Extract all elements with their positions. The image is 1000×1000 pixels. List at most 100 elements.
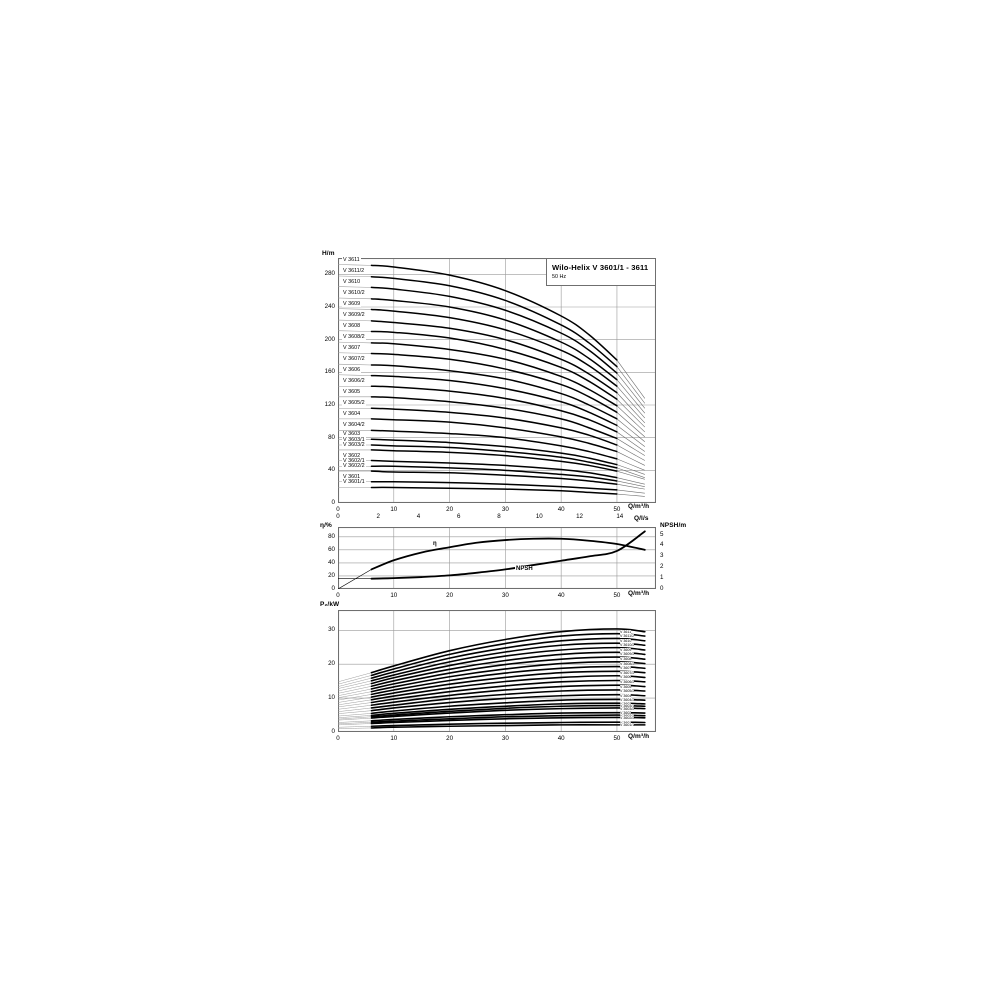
head-x-axis-label: Q/m³/h xyxy=(628,503,650,510)
power-curve-label: V 3605/2 xyxy=(620,688,635,693)
head-x2-tick: 0 xyxy=(336,513,340,520)
power-x-tick: 30 xyxy=(501,735,509,742)
head-curve-label: V 3602/1 xyxy=(342,458,366,465)
power-x-tick: 0 xyxy=(336,735,340,742)
head-x-tick: 30 xyxy=(501,506,509,513)
head-y-tick: 240 xyxy=(324,303,335,310)
eff-x-tick: 0 xyxy=(336,592,340,599)
power-curve-label: V 3606 xyxy=(620,675,632,680)
head-x-tick: 10 xyxy=(390,506,398,513)
power-curve-label: V 3609/2 xyxy=(620,652,635,657)
power-curve-label: V 3603/2 xyxy=(620,706,635,711)
power-x-axis-label: Q/m³/h xyxy=(628,733,650,740)
eff-y-tick: 80 xyxy=(328,532,335,540)
head-x2-tick: 14 xyxy=(616,513,624,520)
power-curve-label: V 3604/2 xyxy=(620,698,635,703)
head-curve-label: V 3604/2 xyxy=(342,422,366,429)
npsh-y2-tick: 2 xyxy=(660,563,664,571)
power-curve-label: V 3607/2 xyxy=(620,670,635,675)
power-x-tick: 50 xyxy=(613,735,621,742)
npsh-y2-tick: 3 xyxy=(660,552,664,560)
head-curve-label: V 3609 xyxy=(342,300,362,307)
head-y-tick: 280 xyxy=(324,270,335,278)
head-curve-label: V 3610 xyxy=(342,278,362,285)
power-curve-label: V 3603/1 xyxy=(620,704,635,709)
eff-y-axis-label: η/% xyxy=(320,522,332,529)
power-curve-label: V 3606/2 xyxy=(620,679,635,684)
power-curve-label: V 3611 xyxy=(620,629,632,634)
power-curve-label: V 3610/2 xyxy=(620,643,635,648)
power-y-tick: 20 xyxy=(328,660,335,668)
power-y-tick: 10 xyxy=(328,694,335,702)
efficiency-curve-label: η xyxy=(432,541,438,547)
title-block: Wilo-Helix V 3601/1 - 3611 50 Hz xyxy=(546,258,656,286)
power-curve-label: V 3604 xyxy=(620,693,632,698)
power-curve-panel xyxy=(338,610,656,732)
head-y-tick: 200 xyxy=(324,335,335,343)
power-y-tick: 30 xyxy=(328,626,335,634)
head-x2-tick: 2 xyxy=(376,513,380,520)
head-curve-label: V 3609/2 xyxy=(342,312,366,319)
npsh-y2-tick: 0 xyxy=(660,585,664,592)
chart-subtitle: 50 Hz xyxy=(552,274,567,280)
npsh-curve-label: NPSH xyxy=(515,566,534,572)
npsh-y2-tick: 4 xyxy=(660,541,664,549)
power-curve-label: V 3608/2 xyxy=(620,661,635,666)
head-curve-label: V 3602/2 xyxy=(342,463,366,470)
head-x2-tick: 12 xyxy=(576,513,583,520)
power-curve-label: V 3607 xyxy=(620,666,632,671)
head-x-tick: 40 xyxy=(557,506,565,513)
head-curve-label: V 3611/2 xyxy=(342,267,366,274)
head-x-tick: 20 xyxy=(446,506,454,513)
head-curve-label: V 3608 xyxy=(342,322,362,329)
head-curve-label: V 3604 xyxy=(342,410,362,417)
head-curve-label: V 3601 xyxy=(342,473,362,480)
power-curve-label: V 3611/2 xyxy=(620,634,635,639)
head-curve-label: V 3608/2 xyxy=(342,334,366,341)
power-y-axis-label: P₂/kW xyxy=(320,601,340,608)
head-y-tick: 40 xyxy=(328,466,335,474)
head-y-tick: 160 xyxy=(324,368,335,376)
power-curve-label: V 3602/2 xyxy=(620,715,635,720)
power-curve-label: V 3605 xyxy=(620,684,632,689)
head-x-tick: 50 xyxy=(613,506,621,513)
power-curve-label: V 3602/1 xyxy=(620,713,635,718)
head-x2-axis-label: Q/l/s xyxy=(634,515,649,522)
eff-y-tick: 60 xyxy=(328,545,335,553)
power-curve-label: V 3609 xyxy=(620,647,632,652)
power-curve-label: V 3603 xyxy=(620,701,632,706)
power-x-tick: 20 xyxy=(446,735,454,742)
power-y-tick: 0 xyxy=(331,728,335,735)
head-y-tick: 120 xyxy=(324,401,335,408)
head-x-tick: 0 xyxy=(336,506,340,513)
eff-x-tick: 30 xyxy=(501,592,509,599)
head-curve-label: V 3606 xyxy=(342,366,362,373)
eff-y-tick: 40 xyxy=(328,558,335,566)
head-curve-label: V 3607/2 xyxy=(342,356,366,363)
head-x2-tick: 10 xyxy=(535,513,543,520)
head-curve-label: V 3605/2 xyxy=(342,400,366,407)
eff-x-tick: 10 xyxy=(390,592,398,599)
chart-title: Wilo-Helix V 3601/1 - 3611 xyxy=(552,263,649,272)
eff-y-tick: 0 xyxy=(331,585,335,592)
head-curve-label: V 3611 xyxy=(342,256,361,263)
head-curve-label: V 3605 xyxy=(342,388,362,395)
power-curve-label: V 3601/1 xyxy=(620,722,635,727)
eff-y-tick: 20 xyxy=(328,571,335,579)
head-curve-label: V 3603 xyxy=(342,431,362,438)
head-x2-tick: 8 xyxy=(497,513,501,520)
efficiency-npsh-panel xyxy=(338,527,656,589)
head-y-tick: 80 xyxy=(328,433,335,441)
power-curve-label: V 3602 xyxy=(620,711,632,716)
eff-x-axis-label: Q/m³/h xyxy=(628,590,650,597)
power-curve-label: V 3608 xyxy=(620,657,632,662)
eff-x-tick: 20 xyxy=(446,592,454,599)
power-x-tick: 10 xyxy=(390,735,398,742)
head-curve-label: V 3603/1 xyxy=(342,437,366,444)
head-curve-label: V 3607 xyxy=(342,344,362,351)
head-x2-tick: 6 xyxy=(457,513,461,520)
head-curve-label: V 3610/2 xyxy=(342,290,366,297)
npsh-y2-tick: 1 xyxy=(660,574,664,582)
power-x-tick: 40 xyxy=(557,735,565,742)
